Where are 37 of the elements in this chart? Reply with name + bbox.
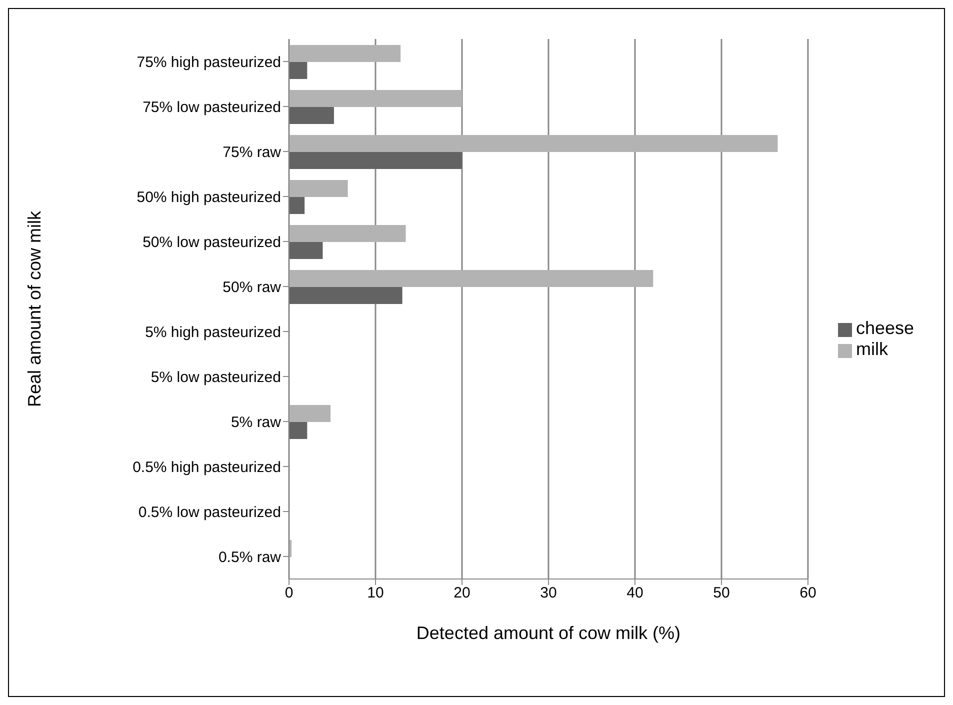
bar: [289, 135, 778, 152]
legend-label: milk: [856, 339, 888, 359]
x-tick-label: 50: [713, 584, 730, 602]
y-tick-label: 75% raw: [222, 144, 282, 161]
bar: [289, 287, 402, 304]
x-tick-label: 10: [367, 584, 384, 602]
y-tick-label: 75% high pasteurized: [136, 54, 281, 71]
y-tick-label: 50% raw: [222, 278, 282, 296]
bar: [289, 45, 401, 62]
y-tick-label: 5% low pasteurized: [150, 368, 281, 386]
y-tick-label: 50% high pasteurized: [136, 188, 281, 206]
bar: [289, 90, 462, 107]
bar: [289, 242, 323, 259]
bar: [289, 422, 308, 439]
y-tick-label: 0.5% low pasteurized: [138, 504, 281, 521]
bar: [289, 270, 654, 287]
y-tick-label: 0.5% raw: [218, 548, 282, 566]
x-tick-label: 0: [284, 584, 294, 602]
bar: [289, 180, 348, 197]
x-tick-label: 60: [800, 584, 816, 602]
bar: [289, 225, 406, 242]
x-axis-title: Detected amount of cow milk (%): [416, 623, 681, 643]
bar: [289, 62, 308, 79]
bar: [289, 107, 334, 124]
y-tick-label: 0.5% high pasteurized: [132, 458, 281, 476]
y-tick-label: 50% low pasteurized: [142, 234, 281, 251]
y-axis-title: Real amount of cow milk: [24, 210, 44, 408]
y-tick-label: 5% raw: [230, 414, 282, 431]
x-tick-label: 20: [454, 584, 470, 602]
y-tick-label: 5% high pasteurized: [145, 324, 281, 341]
legend-label: cheese: [856, 318, 914, 338]
x-tick-label: 30: [540, 584, 557, 602]
bar: [289, 405, 331, 422]
bar: [289, 197, 305, 214]
y-tick-label: 75% low pasteurized: [142, 98, 281, 116]
x-tick-label: 40: [626, 584, 644, 602]
bar: [289, 152, 462, 169]
